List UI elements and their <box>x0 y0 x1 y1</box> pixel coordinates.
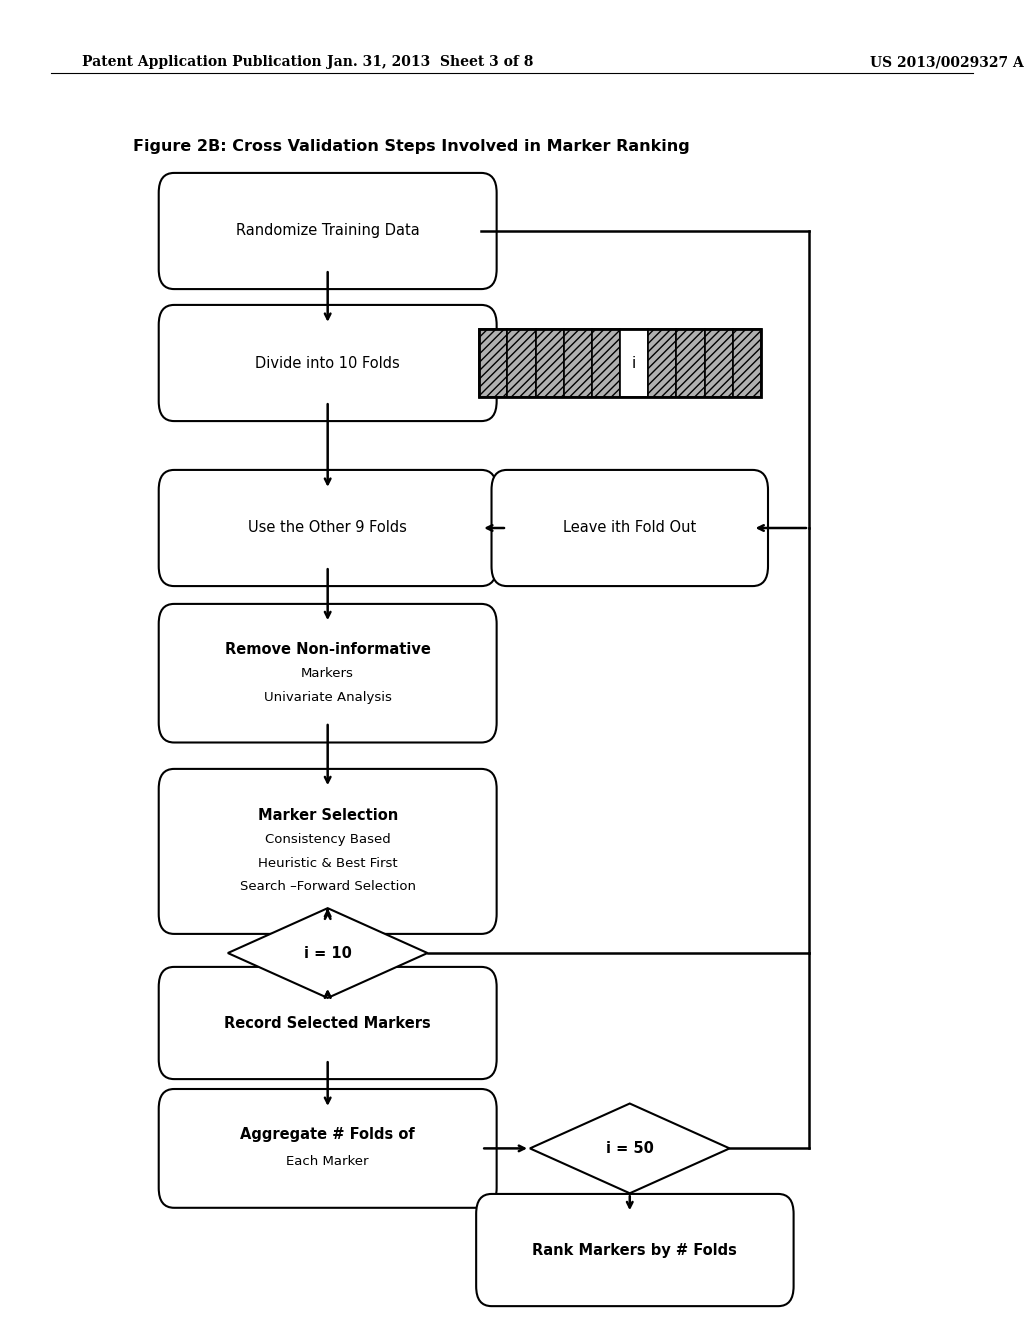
FancyBboxPatch shape <box>159 1089 497 1208</box>
FancyBboxPatch shape <box>159 966 497 1080</box>
FancyBboxPatch shape <box>159 768 497 935</box>
Polygon shape <box>227 908 428 998</box>
Text: Randomize Training Data: Randomize Training Data <box>236 223 420 239</box>
Text: Univariate Analysis: Univariate Analysis <box>264 690 391 704</box>
Text: Aggregate # Folds of: Aggregate # Folds of <box>241 1127 415 1142</box>
Bar <box>621 329 648 397</box>
Text: Heuristic & Best First: Heuristic & Best First <box>258 857 397 870</box>
Bar <box>508 329 536 397</box>
Text: Search –Forward Selection: Search –Forward Selection <box>240 880 416 894</box>
Text: Rank Markers by # Folds: Rank Markers by # Folds <box>532 1242 737 1258</box>
Text: Leave ith Fold Out: Leave ith Fold Out <box>563 520 696 536</box>
FancyBboxPatch shape <box>159 305 497 421</box>
Text: i = 50: i = 50 <box>606 1140 653 1156</box>
FancyBboxPatch shape <box>159 173 497 289</box>
Text: Record Selected Markers: Record Selected Markers <box>224 1015 431 1031</box>
Text: i: i <box>632 355 636 371</box>
FancyBboxPatch shape <box>492 470 768 586</box>
Text: Use the Other 9 Folds: Use the Other 9 Folds <box>248 520 408 536</box>
FancyBboxPatch shape <box>476 1193 794 1307</box>
Bar <box>705 329 733 397</box>
FancyBboxPatch shape <box>159 605 497 742</box>
Text: Each Marker: Each Marker <box>287 1155 369 1168</box>
Text: Markers: Markers <box>301 667 354 680</box>
Text: Consistency Based: Consistency Based <box>265 833 390 846</box>
Polygon shape <box>530 1104 729 1193</box>
Bar <box>592 329 621 397</box>
Text: Remove Non-informative: Remove Non-informative <box>224 642 431 656</box>
Text: Jan. 31, 2013  Sheet 3 of 8: Jan. 31, 2013 Sheet 3 of 8 <box>327 55 534 70</box>
Bar <box>479 329 761 397</box>
Bar <box>536 329 563 397</box>
Bar <box>677 329 705 397</box>
Bar <box>648 329 676 397</box>
Text: Figure 2B: Cross Validation Steps Involved in Marker Ranking: Figure 2B: Cross Validation Steps Involv… <box>133 139 690 153</box>
Text: Patent Application Publication: Patent Application Publication <box>82 55 322 70</box>
Text: Marker Selection: Marker Selection <box>258 808 397 824</box>
Bar <box>479 329 508 397</box>
Text: US 2013/0029327 A1: US 2013/0029327 A1 <box>870 55 1024 70</box>
Bar <box>733 329 761 397</box>
FancyBboxPatch shape <box>159 470 497 586</box>
Bar <box>563 329 592 397</box>
Text: i = 10: i = 10 <box>304 945 351 961</box>
Text: Divide into 10 Folds: Divide into 10 Folds <box>255 355 400 371</box>
